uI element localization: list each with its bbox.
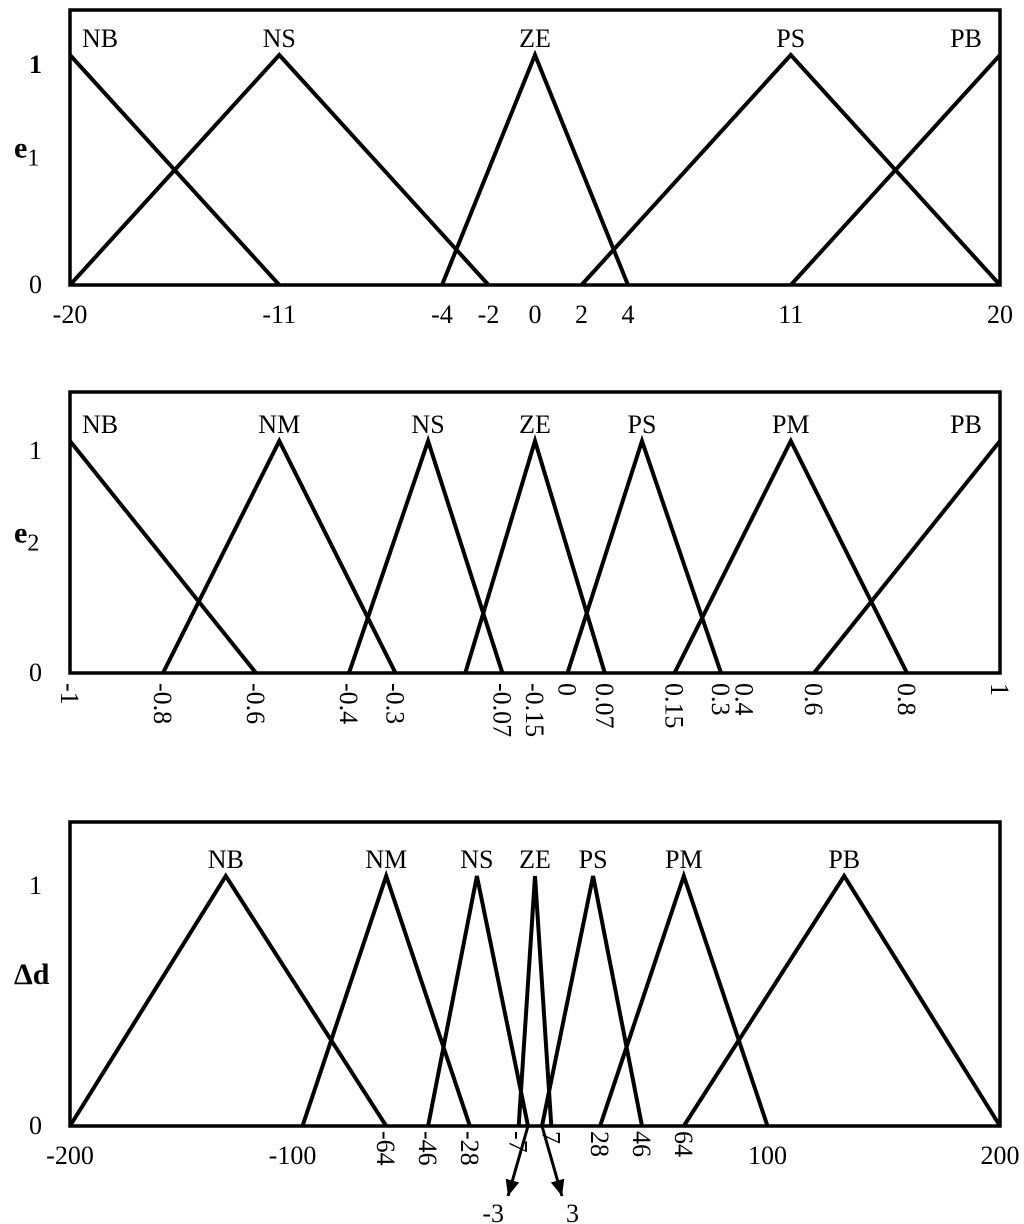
x-tick-label: 0.4 <box>729 683 758 716</box>
mf-ns-label: NS <box>263 24 296 53</box>
x-tick-label: 0.8 <box>892 683 921 716</box>
x-tick-label: 0.07 <box>590 683 619 729</box>
mf-ns-line <box>426 875 530 1127</box>
mf-pm-line <box>598 869 770 1127</box>
mf-nm-label: NM <box>365 845 407 874</box>
mf-ze-line <box>463 434 607 674</box>
delta-d-membership-panel: NB NM NS ZE PS PM PB Δd 0 1 -200 -100 -64 -46 -28 -7 7 28… <box>14 820 1020 1224</box>
mf-nm-line <box>300 869 472 1127</box>
mf-ns-line <box>68 52 490 287</box>
x-tick-label: 1 <box>985 683 1014 696</box>
mf-ze-line <box>516 875 554 1127</box>
x-tick-label: -20 <box>53 300 88 329</box>
mf-nb-line <box>68 872 388 1128</box>
mf-pm-label: PM <box>772 410 810 439</box>
mf-ps-line <box>540 875 644 1127</box>
mf-ze-label: ZE <box>519 410 551 439</box>
mf-nb-label: NB <box>82 24 118 53</box>
x-tick-label: -0.3 <box>381 683 410 724</box>
x-tick-label: -46 <box>413 1131 442 1166</box>
x-tick-label: 0 <box>553 683 582 696</box>
mf-ps-label: PS <box>627 410 656 439</box>
mf-pb-label: PB <box>950 24 982 53</box>
x-tick-label: -0.4 <box>334 683 363 724</box>
y-axis-label: Δd <box>14 958 50 991</box>
annotation-arrowhead <box>550 1178 565 1196</box>
x-tick-label: -64 <box>371 1131 400 1166</box>
mf-ns-line <box>347 434 505 674</box>
mf-pm-line <box>672 436 909 674</box>
mf-ps-line <box>580 52 1002 287</box>
y-tick-label: 0 <box>29 1111 42 1140</box>
x-tick-label: 11 <box>778 300 803 329</box>
plot-frame <box>68 8 1002 287</box>
mf-pb-label: PB <box>950 410 982 439</box>
mf-pm-label: PM <box>665 845 703 874</box>
mf-ps-line <box>565 434 723 674</box>
mf-ns-label: NS <box>411 410 444 439</box>
mf-ze-label: ZE <box>519 24 551 53</box>
y-axis-label: e1 <box>14 132 39 172</box>
mf-nm-line <box>161 436 398 674</box>
mf-ze-line <box>440 49 630 286</box>
mf-ns-label: NS <box>460 845 493 874</box>
x-tick-label: 200 <box>981 1141 1020 1170</box>
x-tick-label: 28 <box>585 1131 614 1157</box>
mf-pb-label: PB <box>828 845 860 874</box>
mf-pb-line <box>812 439 1002 675</box>
x-tick-label: -28 <box>455 1131 484 1166</box>
y-axis-label: e2 <box>14 517 39 557</box>
x-tick-label: 7 <box>536 1131 565 1144</box>
x-tick-label: 0 <box>529 300 542 329</box>
plot-frame <box>68 820 1002 1128</box>
y-tick-label: 0 <box>29 270 42 299</box>
x-tick-label: -0.15 <box>520 683 549 737</box>
y-tick-label: 1 <box>29 871 42 900</box>
y-tick-label: 1 <box>29 50 42 79</box>
x-tick-label: -100 <box>269 1141 317 1170</box>
x-tick-label: 4 <box>622 300 635 329</box>
x-tick-label: -4 <box>431 300 453 329</box>
mf-pb-line <box>789 53 1002 287</box>
x-tick-label: 0.15 <box>660 683 689 729</box>
mf-ps-label: PS <box>776 24 805 53</box>
annotation-label: 3 <box>566 1199 579 1224</box>
x-tick-label: -1 <box>55 683 84 705</box>
mf-nb-label: NB <box>208 845 244 874</box>
y-tick-label: 0 <box>29 658 42 687</box>
mf-nb-label: NB <box>82 410 118 439</box>
y-tick-label: 1 <box>29 436 42 465</box>
annotation-label: -3 <box>482 1199 504 1224</box>
x-tick-label: -2 <box>478 300 500 329</box>
x-tick-label: 46 <box>627 1131 656 1157</box>
x-tick-label: 0.3 <box>706 683 735 716</box>
mf-ps-label: PS <box>579 845 608 874</box>
x-tick-label: -7 <box>504 1131 533 1153</box>
x-tick-label: 20 <box>987 300 1013 329</box>
mf-nb-line <box>68 439 258 675</box>
x-tick-label: -11 <box>262 300 296 329</box>
x-tick-label: 64 <box>669 1131 698 1157</box>
mf-nm-label: NM <box>258 410 300 439</box>
mf-ze-label: ZE <box>519 845 551 874</box>
mf-pb-line <box>682 872 1002 1128</box>
x-tick-label: 0.6 <box>799 683 828 716</box>
x-tick-label: -0.07 <box>487 683 516 737</box>
x-tick-label: -0.6 <box>241 683 270 724</box>
e2-membership-panel: NB NM NS ZE PS PM PB e2 0 1 -1 -0.8 -0.6 -0.4 -0.3 -0.0… <box>14 390 1014 737</box>
x-tick-label: 100 <box>748 1141 787 1170</box>
x-tick-label: 2 <box>575 300 588 329</box>
plot-frame <box>68 390 1002 675</box>
annotation-arrowhead <box>505 1178 520 1196</box>
x-tick-label: -200 <box>46 1141 94 1170</box>
x-tick-label: -0.8 <box>148 683 177 724</box>
